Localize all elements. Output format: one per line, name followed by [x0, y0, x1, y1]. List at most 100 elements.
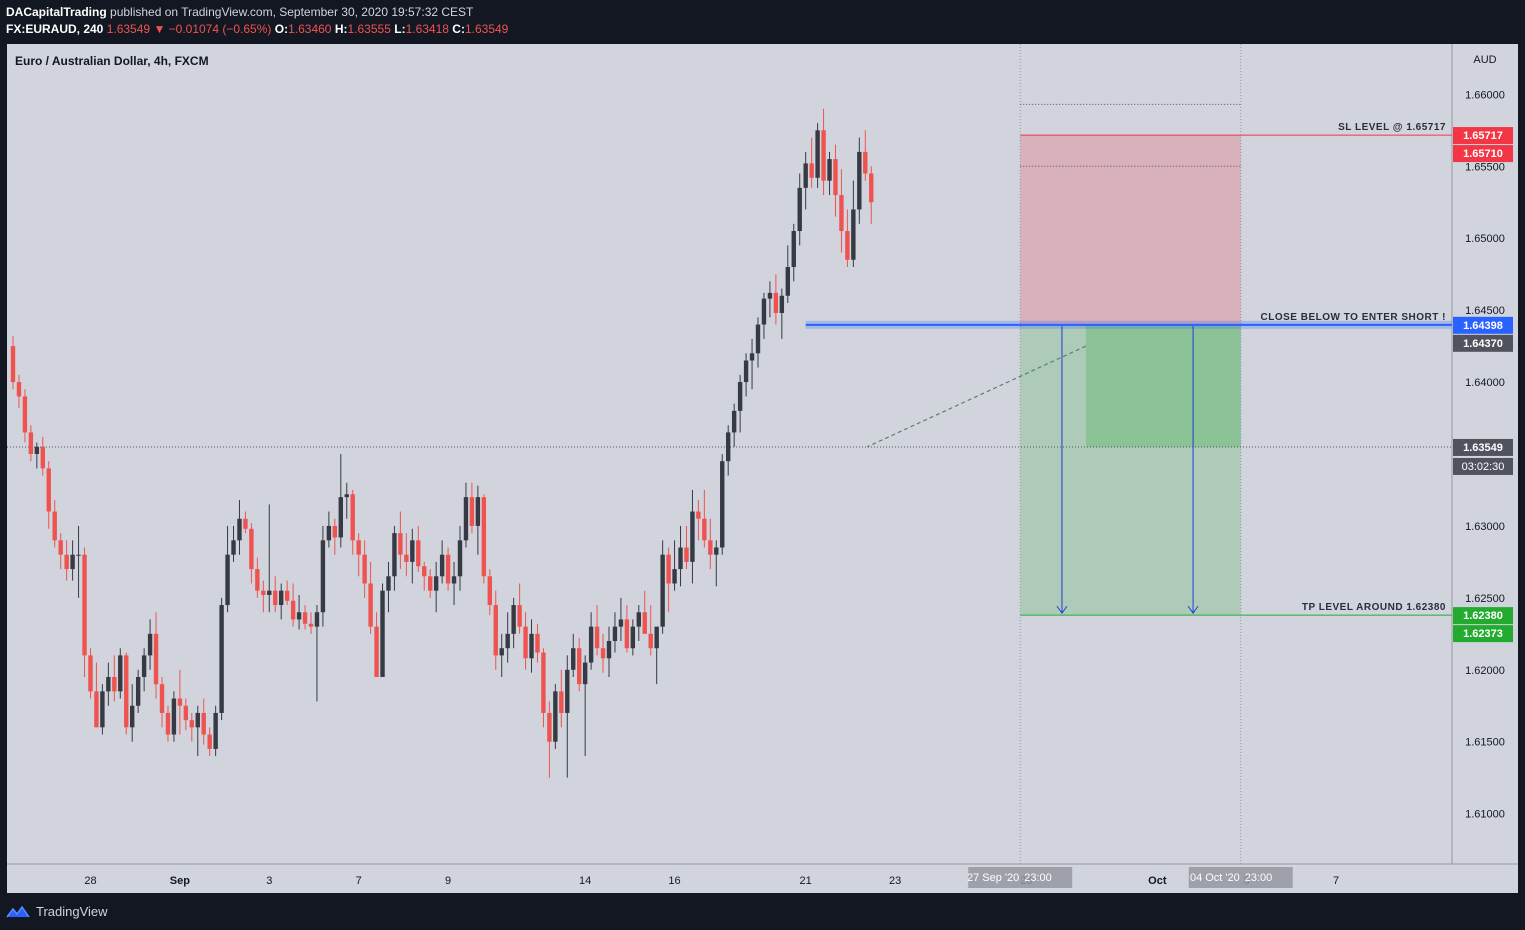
- candle-body[interactable]: [231, 540, 236, 555]
- candle-body[interactable]: [344, 494, 349, 498]
- candle-body[interactable]: [141, 655, 147, 677]
- stop-loss-zone[interactable]: [1020, 135, 1241, 326]
- candle-body[interactable]: [320, 540, 326, 613]
- candle-body[interactable]: [535, 633, 540, 653]
- candle-body[interactable]: [46, 468, 51, 512]
- tradingview-logo[interactable]: TradingView: [6, 904, 108, 919]
- candle[interactable]: [362, 540, 367, 598]
- candle[interactable]: [386, 561, 391, 613]
- candle-body[interactable]: [827, 159, 832, 181]
- candle-body[interactable]: [743, 360, 749, 383]
- candle-body[interactable]: [600, 648, 606, 659]
- candle-body[interactable]: [869, 173, 874, 203]
- candle[interactable]: [684, 525, 689, 570]
- candle[interactable]: [326, 511, 332, 548]
- candle-body[interactable]: [523, 626, 528, 659]
- candle-body[interactable]: [648, 633, 653, 649]
- candle[interactable]: [34, 442, 40, 469]
- candle-body[interactable]: [445, 554, 451, 584]
- candle[interactable]: [517, 583, 522, 634]
- candle[interactable]: [141, 648, 147, 692]
- candle[interactable]: [714, 540, 719, 587]
- candle[interactable]: [463, 482, 469, 548]
- candle-body[interactable]: [857, 151, 862, 210]
- candle-body[interactable]: [720, 461, 725, 548]
- candle[interactable]: [457, 525, 463, 591]
- candle[interactable]: [863, 130, 868, 181]
- candle-body[interactable]: [737, 382, 743, 411]
- candle-body[interactable]: [219, 605, 224, 713]
- candle-body[interactable]: [606, 641, 612, 659]
- candle-body[interactable]: [565, 669, 570, 713]
- candle[interactable]: [839, 169, 844, 253]
- candle[interactable]: [690, 489, 695, 584]
- candle[interactable]: [231, 525, 236, 562]
- candle[interactable]: [869, 166, 874, 224]
- candle-body[interactable]: [64, 554, 69, 570]
- candle[interactable]: [493, 590, 498, 670]
- candle-body[interactable]: [296, 612, 302, 620]
- candle[interactable]: [410, 528, 415, 584]
- candle[interactable]: [70, 540, 75, 581]
- candle-body[interactable]: [475, 497, 481, 526]
- candle[interactable]: [666, 547, 671, 613]
- candle-body[interactable]: [612, 626, 618, 642]
- candle-body[interactable]: [82, 554, 87, 656]
- candle-body[interactable]: [386, 576, 391, 591]
- candle-body[interactable]: [559, 691, 564, 713]
- candle-body[interactable]: [237, 518, 242, 541]
- candle[interactable]: [356, 533, 361, 577]
- candle-body[interactable]: [28, 432, 34, 454]
- candle[interactable]: [16, 374, 22, 408]
- candle[interactable]: [475, 485, 481, 555]
- candle-body[interactable]: [368, 583, 373, 627]
- candle-body[interactable]: [702, 518, 707, 541]
- candle[interactable]: [183, 698, 189, 731]
- candle[interactable]: [416, 525, 421, 572]
- candle[interactable]: [284, 580, 290, 606]
- candle[interactable]: [88, 648, 93, 699]
- candle[interactable]: [118, 648, 123, 699]
- candle[interactable]: [779, 288, 785, 339]
- candle-body[interactable]: [791, 231, 796, 267]
- candle-body[interactable]: [147, 633, 153, 656]
- dashed-trendline[interactable]: [866, 345, 1087, 448]
- candle-body[interactable]: [52, 511, 57, 541]
- candle[interactable]: [219, 597, 224, 721]
- candle[interactable]: [535, 623, 540, 663]
- candle[interactable]: [147, 619, 153, 670]
- candle[interactable]: [100, 684, 105, 735]
- candle-body[interactable]: [392, 533, 397, 577]
- candle-body[interactable]: [594, 626, 600, 649]
- candle-body[interactable]: [177, 698, 183, 706]
- candle-body[interactable]: [433, 576, 439, 591]
- candle[interactable]: [731, 403, 737, 447]
- candle[interactable]: [46, 461, 51, 529]
- candle-body[interactable]: [106, 676, 111, 692]
- candle-body[interactable]: [755, 324, 761, 354]
- candle-body[interactable]: [290, 600, 296, 620]
- candle-body[interactable]: [350, 494, 355, 541]
- candle-body[interactable]: [22, 396, 28, 433]
- candle-body[interactable]: [16, 382, 22, 397]
- candle[interactable]: [267, 504, 272, 613]
- candle[interactable]: [273, 576, 278, 613]
- candle[interactable]: [10, 336, 16, 390]
- candle-body[interactable]: [481, 497, 487, 577]
- candle-body[interactable]: [314, 612, 320, 627]
- candle[interactable]: [523, 612, 528, 670]
- candle[interactable]: [320, 525, 326, 627]
- candle[interactable]: [404, 533, 409, 577]
- candle[interactable]: [213, 705, 218, 757]
- candle-body[interactable]: [630, 626, 636, 649]
- candle[interactable]: [636, 605, 641, 642]
- candle-body[interactable]: [636, 612, 641, 627]
- candle-body[interactable]: [398, 533, 403, 555]
- candle-body[interactable]: [511, 605, 516, 634]
- candle[interactable]: [314, 605, 320, 702]
- candle[interactable]: [135, 669, 141, 713]
- candle[interactable]: [94, 662, 99, 728]
- candle-body[interactable]: [666, 554, 671, 584]
- candle-body[interactable]: [171, 698, 177, 735]
- candle-body[interactable]: [726, 432, 731, 462]
